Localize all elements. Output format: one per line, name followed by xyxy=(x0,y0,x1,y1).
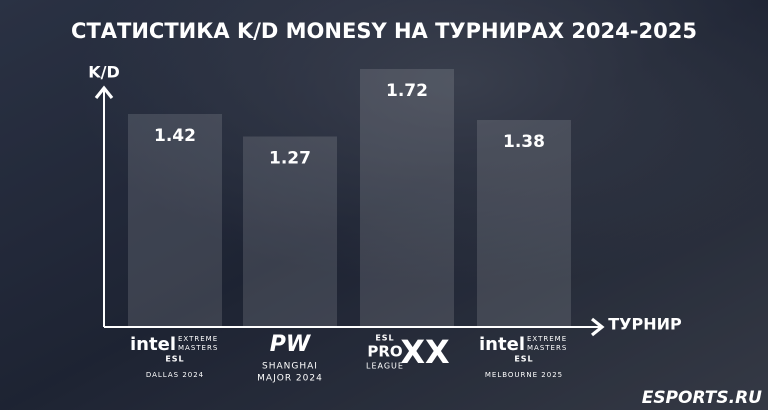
bar xyxy=(360,69,454,327)
y-axis-label: K/D xyxy=(88,63,120,82)
bar xyxy=(243,136,337,327)
category-logo-text: XX xyxy=(400,333,450,371)
value-label: 1.72 xyxy=(386,81,428,101)
category-logo-text: PW xyxy=(270,332,312,357)
category-logo-text: MELBOURNE 2025 xyxy=(485,371,563,379)
category-logo-text: EXTREME xyxy=(527,335,567,343)
category-logo-text: DALLAS 2024 xyxy=(146,371,204,379)
category-logo-text: MASTERS xyxy=(527,344,567,352)
bar xyxy=(128,114,222,327)
category-logo-text: MASTERS xyxy=(178,344,218,352)
category-logo-text: intel xyxy=(479,334,525,355)
category-logo-text: LEAGUE xyxy=(366,362,404,371)
bar xyxy=(477,120,571,327)
x-axis-label: ТУРНИР xyxy=(608,315,682,334)
category-logo-text: PRO xyxy=(367,343,402,361)
category-logo-text: ESL xyxy=(165,355,184,364)
category-logo-text: intel xyxy=(130,334,176,355)
category-logo-text: MAJOR 2024 xyxy=(257,374,323,384)
value-label: 1.27 xyxy=(269,149,311,169)
category-logo-text: SHANGHAI xyxy=(262,362,318,372)
category-logo-text: ESL xyxy=(514,355,533,364)
category-logo-text: EXTREME xyxy=(178,335,218,343)
watermark: ESPORTS.RU xyxy=(642,388,762,408)
chart-title: СТАТИСТИКА K/D MONESY НА ТУРНИРАХ 2024-2… xyxy=(71,19,697,43)
category-logo-text: ESL xyxy=(375,334,394,343)
value-label: 1.42 xyxy=(154,126,196,146)
value-label: 1.38 xyxy=(503,132,545,152)
